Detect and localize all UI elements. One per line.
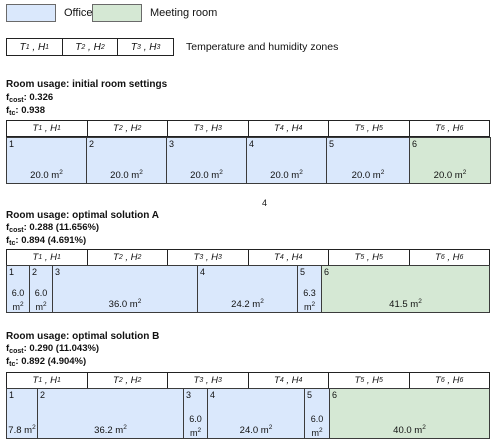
room-number: 6 bbox=[324, 267, 330, 277]
room-number: 3 bbox=[55, 267, 61, 277]
room-number: 6 bbox=[332, 390, 338, 400]
metric-ftc: ftc: 0.894 (4.691%) bbox=[6, 235, 87, 247]
room-area: 24.0 m2 bbox=[239, 424, 273, 437]
room-area: 6.3 m2 bbox=[303, 288, 316, 312]
room-1: 1 7.8 m2 bbox=[6, 388, 38, 439]
room-area: 24.2 m2 bbox=[231, 298, 264, 311]
room-area: 20.0 m2 bbox=[351, 169, 385, 182]
room-area: 40.0 m2 bbox=[393, 424, 426, 437]
room-3: 3 36.0 m2 bbox=[52, 265, 198, 313]
office-swatch bbox=[6, 4, 56, 22]
room-4: 4 24.0 m2 bbox=[207, 388, 305, 439]
section-title-solution-a: Room usage: optimal solution A bbox=[6, 210, 159, 221]
room-number: 2 bbox=[89, 139, 95, 149]
room-area: 20.0 m2 bbox=[433, 169, 467, 182]
room-number: 1 bbox=[9, 267, 15, 277]
metric-fcost: fcost: 0.288 (11.656%) bbox=[6, 222, 100, 234]
meeting-swatch bbox=[92, 4, 142, 22]
metric-ftc: ftc: 0.892 (4.904%) bbox=[6, 356, 87, 368]
room-area: 36.0 m2 bbox=[108, 298, 142, 311]
section-title-initial: Room usage: initial room settings bbox=[6, 79, 168, 90]
room-number: 2 bbox=[32, 267, 38, 277]
room-number: 6 bbox=[412, 139, 418, 149]
page-number: 4 bbox=[262, 198, 268, 208]
room-number: 5 bbox=[300, 267, 306, 277]
room-number: 1 bbox=[9, 139, 15, 149]
room-area: 20.0 m2 bbox=[270, 169, 303, 182]
room-number: 2 bbox=[40, 390, 46, 400]
room-area: 6.0 m2 bbox=[189, 414, 202, 438]
office-legend-label: Office bbox=[64, 7, 93, 19]
room-5: 5 20.0 m2 bbox=[326, 137, 410, 184]
room-area: 36.2 m2 bbox=[94, 424, 127, 437]
room-area: 20.0 m2 bbox=[30, 169, 63, 182]
metric-ftc: ftc: 0.938 bbox=[6, 105, 45, 117]
room-3: 3 20.0 m2 bbox=[166, 137, 247, 184]
room-1: 1 6.0 m2 bbox=[6, 265, 30, 313]
room-area: 6.0 m2 bbox=[34, 288, 48, 312]
room-area: 7.8 m2 bbox=[8, 424, 36, 437]
metric-fcost: fcost: 0.290 (11.043%) bbox=[6, 343, 100, 355]
room-number: 4 bbox=[200, 267, 206, 277]
room-3: 3 6.0 m2 bbox=[183, 388, 208, 439]
room-4: 4 20.0 m2 bbox=[246, 137, 327, 184]
room-6: 6 20.0 m2 bbox=[409, 137, 491, 184]
room-number: 1 bbox=[9, 390, 15, 400]
room-area: 41.5 m2 bbox=[389, 298, 422, 311]
room-number: 3 bbox=[169, 139, 175, 149]
room-number: 4 bbox=[210, 390, 216, 400]
room-number: 4 bbox=[249, 139, 255, 149]
room-2: 2 6.0 m2 bbox=[29, 265, 53, 313]
room-area: 6.0 m2 bbox=[11, 288, 25, 312]
room-4: 4 24.2 m2 bbox=[197, 265, 298, 313]
meeting-legend-label: Meeting room bbox=[150, 7, 218, 19]
room-area: 20.0 m2 bbox=[110, 169, 143, 182]
room-6: 6 40.0 m2 bbox=[329, 388, 490, 439]
metric-fcost: fcost: 0.326 bbox=[6, 92, 54, 104]
room-2: 2 20.0 m2 bbox=[86, 137, 167, 184]
room-2: 2 36.2 m2 bbox=[37, 388, 184, 439]
room-6: 6 41.5 m2 bbox=[321, 265, 490, 313]
room-area: 6.0 m2 bbox=[310, 414, 324, 438]
room-area: 20.0 m2 bbox=[190, 169, 223, 182]
room-number: 5 bbox=[329, 139, 335, 149]
room-5: 5 6.0 m2 bbox=[304, 388, 330, 439]
section-title-solution-b: Room usage: optimal solution B bbox=[6, 331, 160, 342]
room-1: 1 20.0 m2 bbox=[6, 137, 87, 184]
room-number: 3 bbox=[186, 390, 192, 400]
room-number: 5 bbox=[307, 390, 313, 400]
room-5: 5 6.3 m2 bbox=[297, 265, 322, 313]
zones-caption: Temperature and humidity zones bbox=[186, 41, 339, 53]
